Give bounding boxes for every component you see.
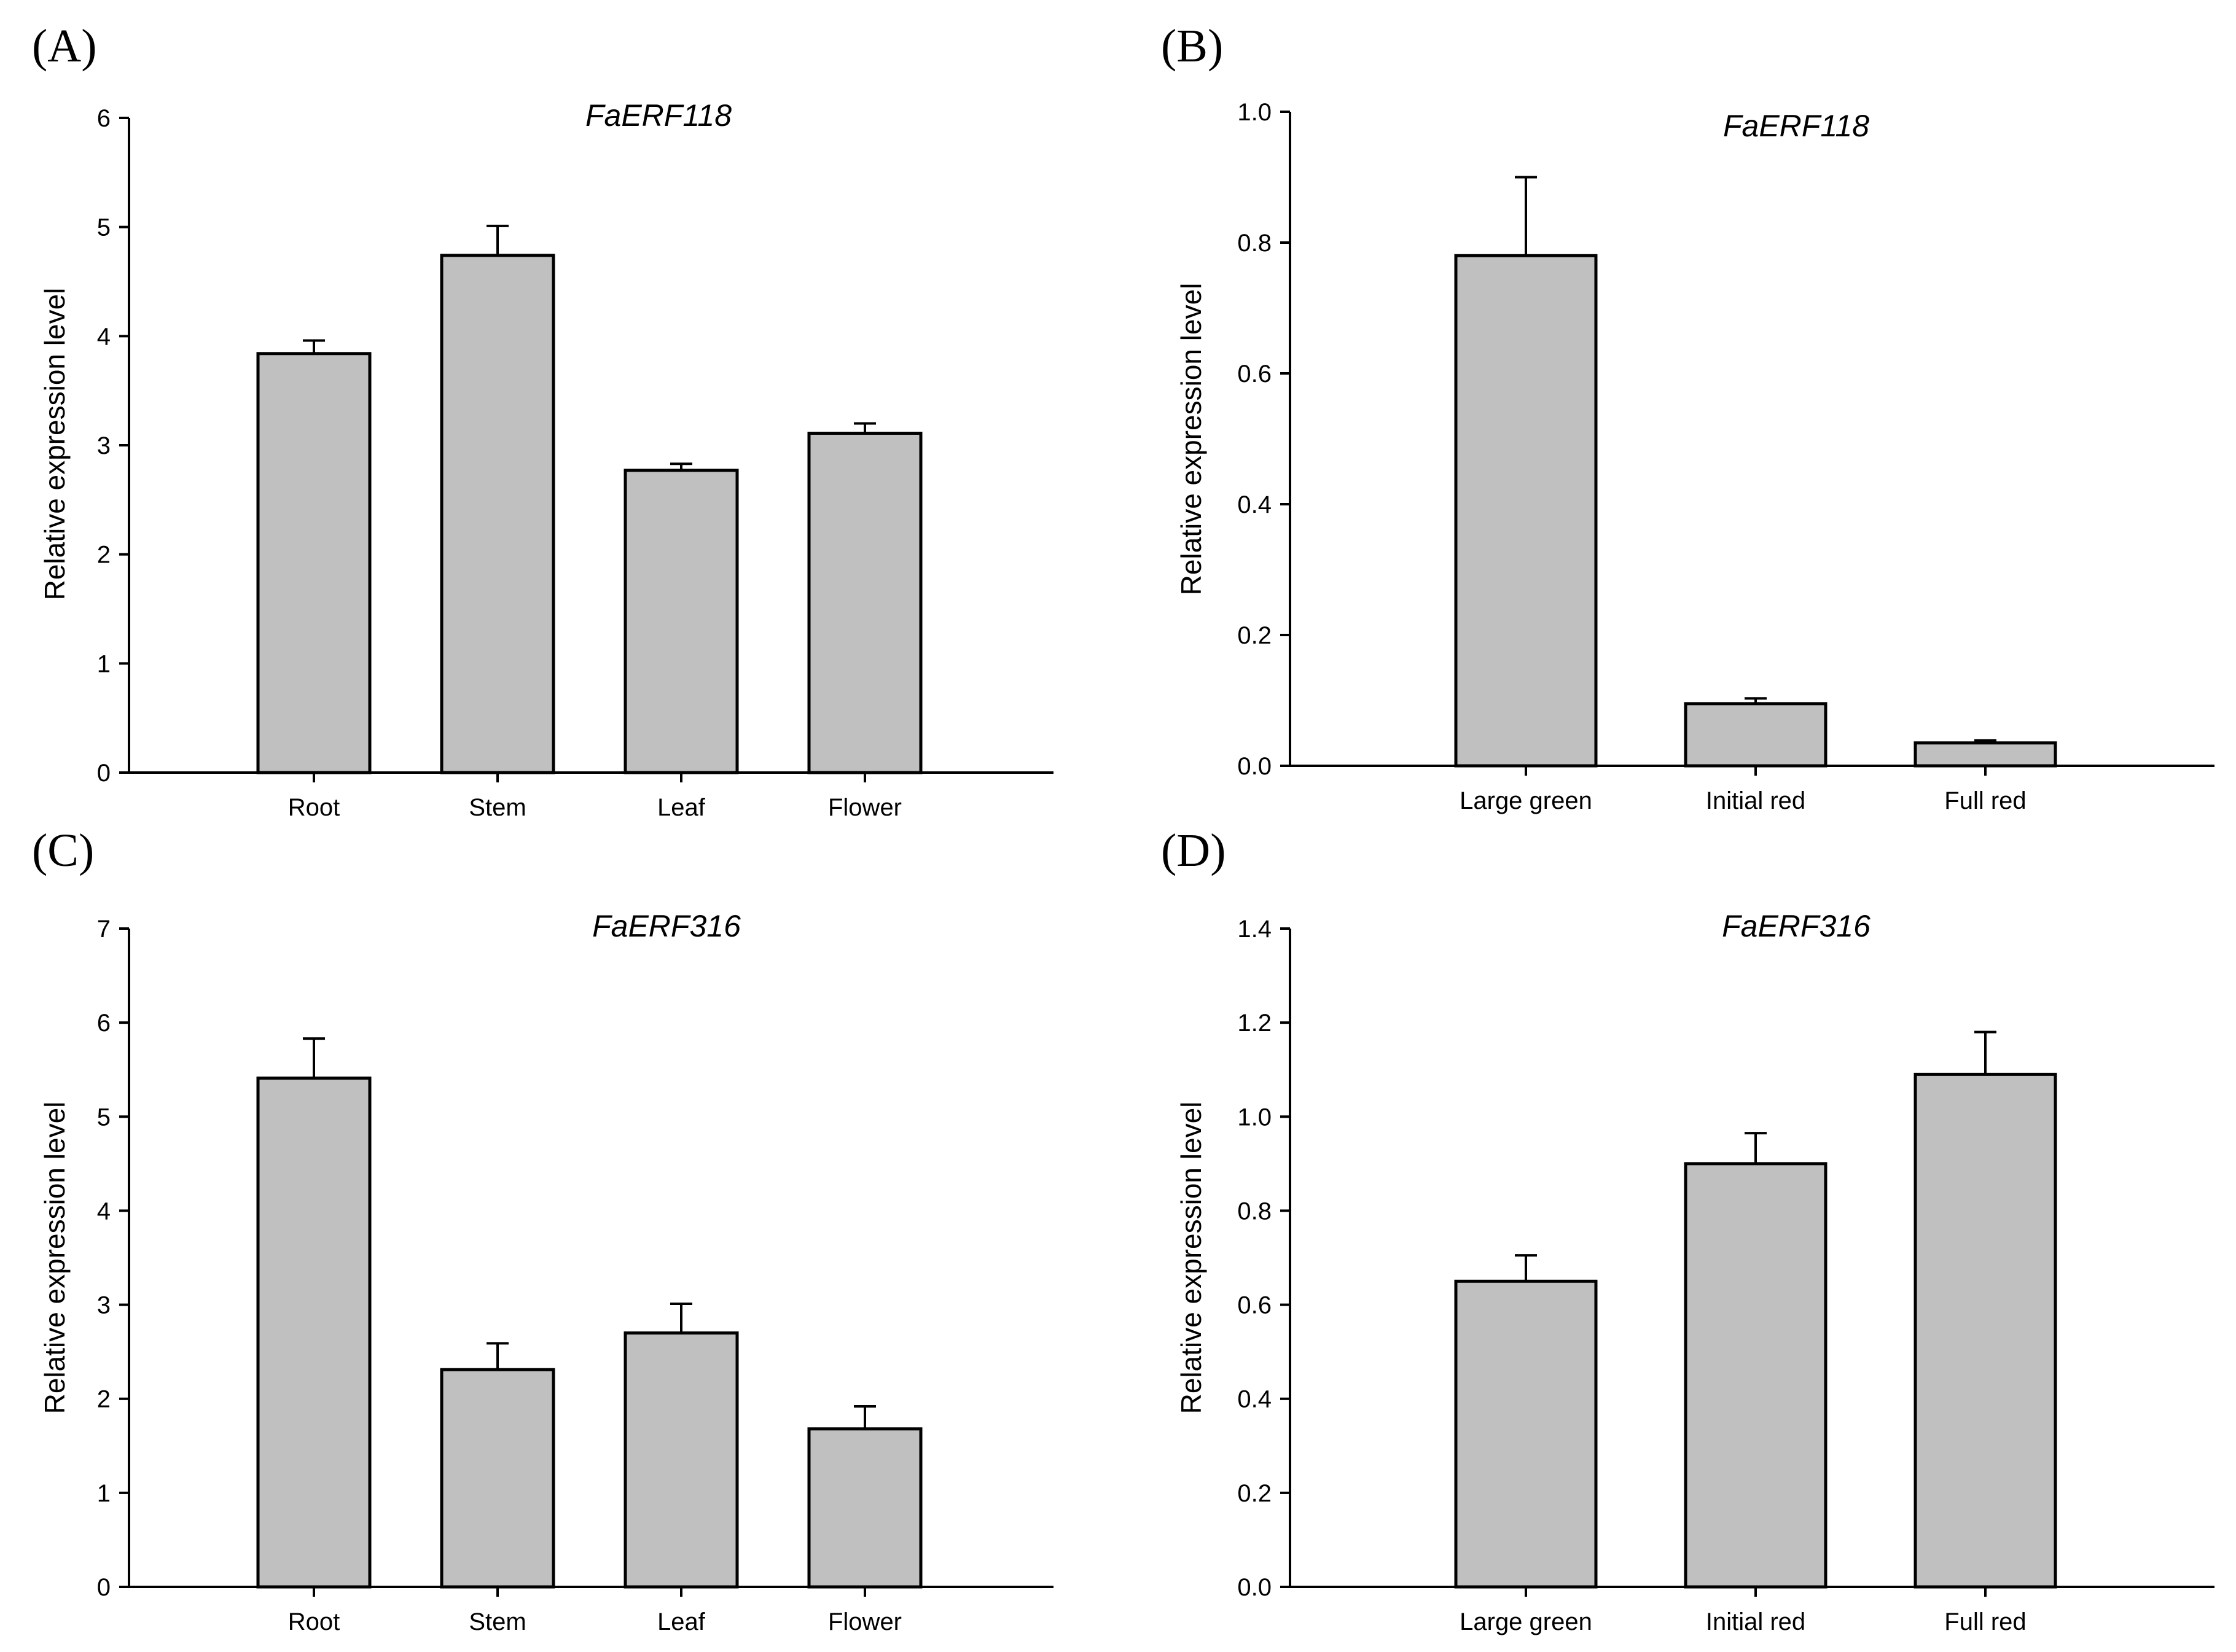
chart-title: FaERF118 — [1723, 109, 1869, 143]
bar-large-green — [1454, 1279, 1598, 1589]
y-tick-label: 6 — [97, 1010, 111, 1037]
x-tick-label: Large green — [1460, 787, 1592, 814]
chart-title: FaERF316 — [592, 909, 741, 943]
bar-root — [256, 352, 372, 774]
x-tick-label: Initial red — [1706, 1608, 1805, 1635]
bar-large-green — [1454, 254, 1598, 768]
x-tick-label: Stem — [469, 1608, 526, 1635]
x-tick-label: Full red — [1944, 787, 2026, 814]
panel-c: (C) FaERF316 Relative expression level 0 1 2 3… — [32, 825, 1054, 1635]
y-tick-label: 0.0 — [1237, 753, 1272, 780]
x-tick-label: Full red — [1944, 1608, 2026, 1635]
bar-stem — [440, 1368, 555, 1589]
y-tick-label: 1 — [97, 650, 111, 677]
bar-flower — [807, 431, 923, 774]
x-tick-label: Flower — [828, 794, 902, 821]
y-tick-label: 0.0 — [1237, 1574, 1272, 1601]
x-tick-label: Leaf — [657, 1608, 706, 1635]
y-tick-label: 1.0 — [1237, 1104, 1272, 1131]
y-tick-label: 0.6 — [1237, 1292, 1272, 1319]
chart-title: FaERF118 — [585, 98, 732, 133]
x-tick-label: Leaf — [657, 794, 706, 821]
x-tick-label: Initial red — [1706, 787, 1805, 814]
y-tick-label: 0 — [97, 760, 111, 787]
y-axis-label: Relative expression level — [1175, 283, 1207, 596]
y-tick-label: 1 — [97, 1480, 111, 1507]
y-tick-label: 5 — [97, 214, 111, 241]
chart-title: FaERF316 — [1722, 909, 1871, 943]
y-tick-label: 0.6 — [1237, 360, 1272, 388]
y-tick-label: 3 — [97, 1292, 111, 1319]
bar-initial-red — [1684, 702, 1828, 768]
y-tick-label: 0.2 — [1237, 1480, 1272, 1507]
panel-label: (C) — [32, 825, 94, 876]
bar-leaf — [624, 1331, 739, 1589]
x-tick-label: Root — [288, 794, 340, 821]
y-tick-label: 0.4 — [1237, 1386, 1272, 1413]
y-tick-label: 6 — [97, 105, 111, 132]
y-axis-label: Relative expression level — [39, 1102, 71, 1414]
bar-full-red — [1914, 741, 2057, 768]
y-tick-label: 5 — [97, 1104, 111, 1131]
bar-flower — [807, 1427, 923, 1589]
y-tick-label: 1.0 — [1237, 99, 1272, 126]
y-tick-label: 0.8 — [1237, 230, 1272, 257]
y-tick-label: 2 — [97, 1386, 111, 1413]
x-tick-label: Large green — [1460, 1608, 1592, 1635]
bar-full-red — [1914, 1072, 2057, 1589]
panel-b: (B) FaERF118 Relative expression level 0.0 0… — [1161, 20, 2214, 814]
y-tick-label: 0.2 — [1237, 622, 1272, 649]
bar-root — [256, 1076, 372, 1589]
panel-label: (B) — [1161, 20, 1223, 72]
y-axis-label: Relative expression level — [1175, 1102, 1207, 1414]
panel-label: (D) — [1161, 825, 1226, 876]
y-axis-label: Relative expression level — [39, 288, 71, 601]
x-tick-label: Flower — [828, 1608, 902, 1635]
y-tick-label: 0.4 — [1237, 491, 1272, 518]
y-tick-label: 4 — [97, 323, 111, 350]
bar-stem — [440, 254, 555, 774]
y-tick-label: 0 — [97, 1574, 111, 1601]
bar-initial-red — [1684, 1162, 1828, 1589]
y-tick-label: 0.8 — [1237, 1198, 1272, 1225]
panel-label: (A) — [32, 20, 97, 72]
y-tick-label: 3 — [97, 432, 111, 459]
y-tick-label: 4 — [97, 1198, 111, 1225]
y-tick-label: 2 — [97, 542, 111, 569]
y-tick-label: 1.2 — [1237, 1010, 1272, 1037]
bar-leaf — [624, 469, 739, 774]
y-tick-label: 7 — [97, 916, 111, 943]
x-tick-label: Root — [288, 1608, 340, 1635]
panel-a: (A) FaERF118 Relative expression level 0 1 2 3… — [32, 20, 1054, 821]
x-tick-label: Stem — [469, 794, 526, 821]
panel-d: (D) FaERF316 Relative expression level 0.0 0… — [1161, 825, 2214, 1635]
y-tick-label: 1.4 — [1237, 916, 1272, 943]
